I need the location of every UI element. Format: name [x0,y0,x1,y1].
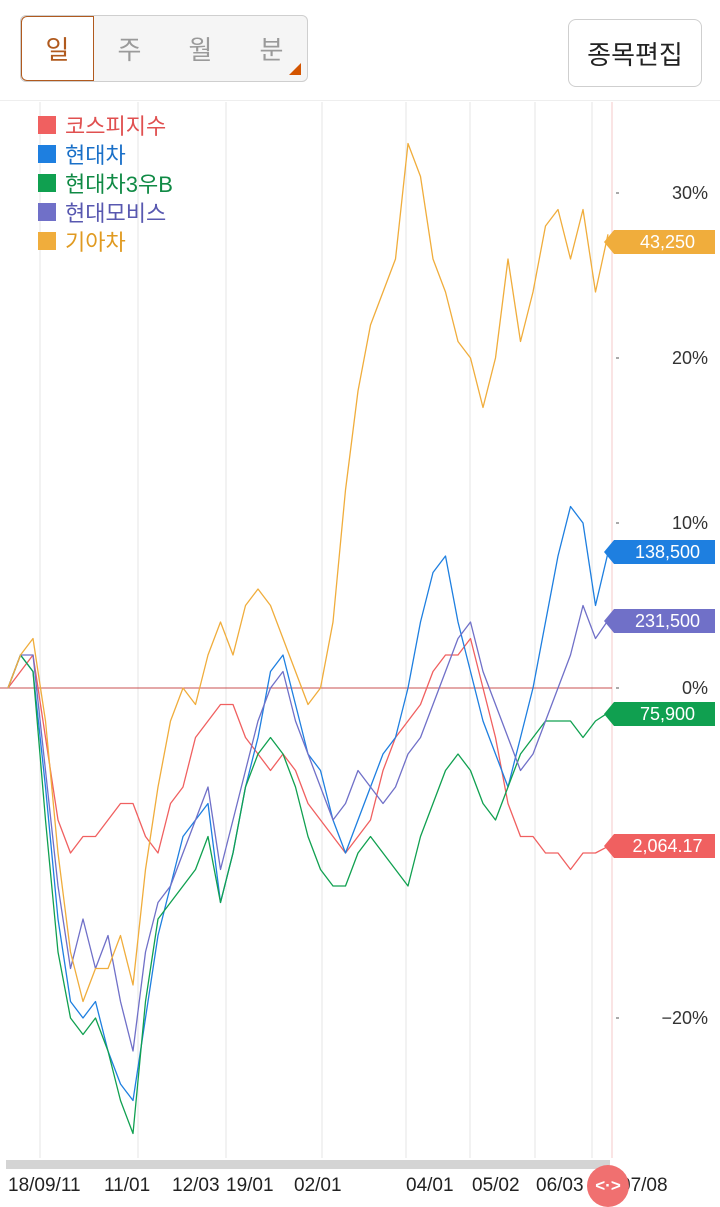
tab-month[interactable]: 월 [188,35,213,65]
tab-minute[interactable]: 분 [259,35,284,65]
divider [0,100,720,101]
x-tick-label: 11/01 [104,1175,151,1196]
legend-item-kia: 기아차 [38,226,173,255]
dropdown-corner-icon [289,63,301,75]
x-tick-label: 05/02 [472,1175,520,1196]
last-value-tag-kospi: 2,064.17 [604,834,715,858]
y-tick-label: 20% [671,348,708,368]
y-tick-label: −20% [661,1008,708,1028]
series-line-hyundai-pref [7,654,609,1135]
chart-nav-handle[interactable]: <·> [587,1165,629,1207]
series-line-mobis [7,604,609,1052]
legend-item-hyundai-pref: 현대차3우B [38,168,173,197]
legend-swatch [38,202,56,221]
y-tick-label: 30% [671,183,708,203]
series-line-kia [7,142,609,1003]
tab-week[interactable]: 주 [117,35,142,65]
last-value-tag-hyundai-pref: 75,900 [604,702,715,726]
chart-legend: 코스피지수 현대차 현대차3우B 현대모비스 기아차 [38,110,173,255]
chart-scrollbar[interactable] [6,1160,610,1169]
legend-label: 현대모비스 [65,200,167,226]
x-tick-label: 06/03 [536,1175,584,1196]
legend-swatch [38,144,56,163]
x-tick-label: 18/09/11 [8,1175,81,1196]
legend-label: 현대차3우B [65,171,173,197]
legend-swatch [38,231,56,250]
y-tick-label: 0% [681,678,708,698]
last-value-tag-hyundai: 138,500 [604,540,715,564]
legend-swatch [38,115,56,134]
legend-label: 코스피지수 [65,113,167,139]
legend-item-kospi: 코스피지수 [38,110,173,139]
x-tick-label: 04/01 [406,1175,454,1196]
period-tabs: 일 주 월 분 [20,15,308,82]
series-line-kospi [7,637,609,871]
legend-label: 기아차 [65,229,126,255]
legend-swatch [38,173,56,192]
edit-stocks-button[interactable]: 종목편집 [568,19,702,87]
legend-item-mobis: 현대모비스 [38,197,173,226]
legend-item-hyundai: 현대차 [38,139,173,168]
x-tick-label: 19/01 [226,1175,274,1196]
y-tick-label: 10% [671,513,708,533]
x-tick-label: 02/01 [294,1175,342,1196]
x-tick-label: 12/03 [172,1175,220,1196]
last-value-tag-kia: 43,250 [604,230,715,254]
legend-label: 현대차 [65,142,126,168]
last-value-tag-mobis: 231,500 [604,609,715,633]
tab-day[interactable]: 일 [21,16,94,81]
x-tick-label: 07/08 [620,1175,668,1196]
